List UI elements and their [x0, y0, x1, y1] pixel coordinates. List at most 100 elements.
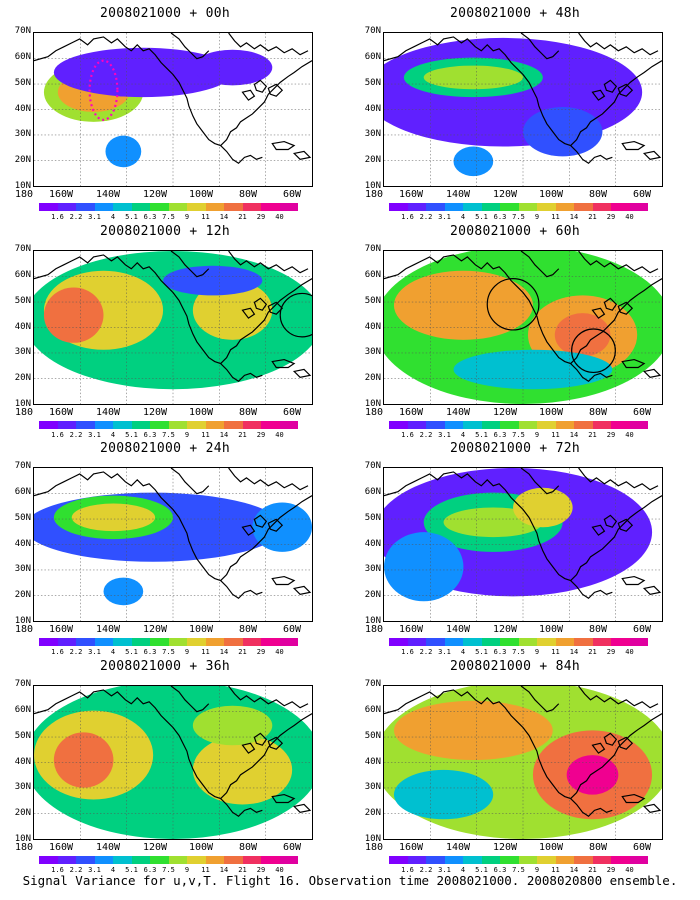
colorbar-label: 40 — [275, 648, 284, 656]
colorbar-swatch — [426, 421, 445, 429]
coastline — [228, 468, 309, 491]
colorbar-swatch — [242, 421, 261, 429]
colorbar-label: 11 — [551, 213, 560, 221]
latitude-label: 70N — [364, 461, 381, 471]
coastline — [267, 301, 284, 315]
colorbar-swatch — [39, 421, 58, 429]
longitude-label: 160W — [48, 624, 74, 635]
colorbar-label: 9 — [534, 213, 540, 221]
colorbar-swatch — [518, 203, 537, 211]
colorbar-label: 21 — [238, 866, 247, 874]
coastline — [34, 689, 312, 800]
colorbar-swatch — [629, 856, 648, 864]
colorbar-swatch — [205, 203, 224, 211]
coastline — [621, 793, 646, 804]
longitude-label: 60W — [632, 407, 652, 418]
coastline — [617, 518, 634, 532]
colorbar — [39, 638, 298, 646]
longitude-label: 120W — [492, 189, 518, 200]
highlight-circle — [279, 292, 312, 338]
colorbar-swatch — [205, 638, 224, 646]
coastline — [617, 83, 634, 97]
highlight-circle — [486, 278, 540, 331]
colorbar — [389, 421, 648, 429]
colorbar-swatch — [555, 421, 574, 429]
colorbar-swatch — [261, 421, 280, 429]
colorbar-label: 14 — [219, 213, 229, 221]
longitude-label: 80W — [588, 407, 608, 418]
longitude-label: 180 — [14, 624, 34, 635]
colorbar-swatch — [168, 638, 187, 646]
variance-contour — [393, 700, 553, 761]
latitude-label: 70N — [14, 26, 31, 36]
colorbar-label: 14 — [569, 648, 579, 656]
colorbar-label: 1.6 — [51, 648, 64, 656]
colorbar-swatch — [481, 421, 500, 429]
colorbar-label: 21 — [588, 213, 597, 221]
longitude-label: 120W — [142, 624, 168, 635]
latitude-label: 60N — [14, 486, 31, 497]
colorbar-label: 29 — [256, 866, 266, 874]
colorbar-label: 14 — [219, 648, 229, 656]
colorbar-swatch — [94, 638, 113, 646]
colorbar-label: 7.5 — [512, 431, 525, 439]
colorbar-label: 14 — [219, 866, 229, 874]
colorbar-label: 9 — [184, 213, 190, 221]
latitude-label: 30N — [364, 347, 381, 358]
colorbar-swatch — [113, 203, 132, 211]
coastline — [271, 793, 296, 804]
longitude-label: 80W — [588, 624, 608, 635]
map-panel: 2008021000 + 24h 70N 60N 50N 40N 30N 20N 10N 180… — [0, 441, 330, 656]
variance-contour — [453, 146, 494, 177]
colorbar-swatch — [592, 203, 611, 211]
colorbar-swatch — [76, 856, 95, 864]
colorbar-swatch — [242, 638, 261, 646]
colorbar-swatch — [187, 638, 206, 646]
coastline — [621, 140, 646, 151]
colorbar-swatch — [187, 421, 206, 429]
coastline — [170, 686, 210, 713]
variance-contour — [53, 732, 114, 788]
coastline — [220, 363, 263, 383]
colorbar-label: 3.1 — [438, 866, 451, 874]
latitude-label: 70N — [14, 679, 31, 689]
longitude-label: 100W — [188, 407, 214, 418]
colorbar-swatch — [500, 203, 519, 211]
colorbar-label: 5.1 — [475, 648, 488, 656]
colorbar-label: 1.6 — [51, 213, 64, 221]
colorbar-swatch — [555, 638, 574, 646]
map-panel: 2008021000 + 72h 70N 60N 50N 40N 30N 20N 10N 180… — [350, 441, 680, 656]
variance-contour — [393, 769, 494, 820]
colorbar-label: 6.3 — [493, 431, 507, 439]
coastline — [591, 742, 606, 754]
variance-map — [383, 250, 663, 405]
latitude-label: 30N — [364, 782, 381, 793]
colorbar-label: 21 — [588, 648, 597, 656]
colorbar-swatch — [205, 856, 224, 864]
panel-title: 2008021000 + 12h — [99, 224, 231, 239]
coastline — [267, 83, 284, 97]
colorbar-swatch — [261, 638, 280, 646]
coastline — [34, 36, 312, 147]
latitude-label: 40N — [364, 756, 381, 767]
colorbar-label: 4 — [110, 213, 116, 221]
colorbar-label: 6.3 — [143, 648, 157, 656]
latitude-label: 70N — [364, 26, 381, 36]
colorbar-label: 5.1 — [475, 213, 488, 221]
colorbar-swatch — [224, 203, 243, 211]
latitude-label: 70N — [14, 244, 31, 254]
colorbar-swatch — [39, 203, 58, 211]
variance-map — [33, 250, 313, 405]
latitude-label: 50N — [14, 730, 31, 741]
colorbar-label: 2.2 — [419, 431, 433, 439]
coastline — [642, 368, 662, 378]
longitude-label: 180 — [14, 842, 34, 853]
variance-contour — [103, 577, 144, 606]
latitude-label: 50N — [364, 295, 381, 306]
latitude-label: 20N — [14, 155, 31, 166]
coastline — [621, 358, 646, 369]
longitude-label: 100W — [538, 624, 564, 635]
colorbar-label: 5.1 — [125, 431, 138, 439]
colorbar-swatch — [76, 203, 95, 211]
colorbar-swatch — [407, 421, 426, 429]
